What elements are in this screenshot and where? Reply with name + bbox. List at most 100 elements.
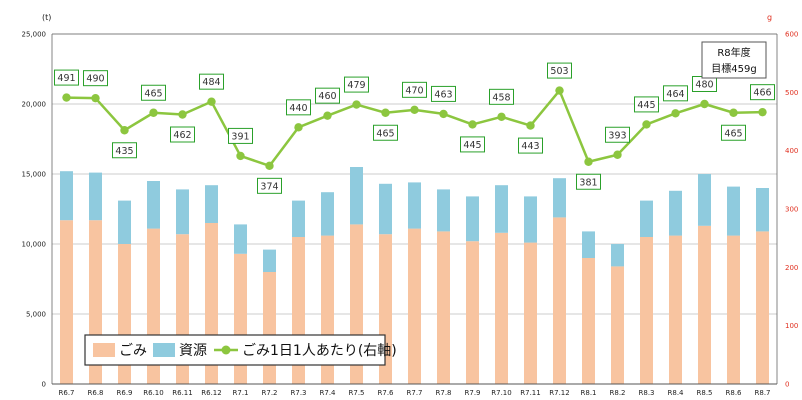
- data-label: 391: [231, 131, 249, 142]
- x-tick-label: R7.4: [320, 389, 337, 397]
- target-box-line2: 目標459g: [711, 62, 756, 75]
- line-point: [178, 110, 187, 119]
- bar-gomi: [582, 258, 595, 384]
- y-right-tick-label: 0: [785, 381, 789, 389]
- y-left-tick-label: 20,000: [22, 101, 47, 109]
- data-label-box: [112, 142, 137, 159]
- line-point: [323, 111, 332, 120]
- bar-gomi: [727, 235, 740, 384]
- data-label: 393: [608, 130, 626, 141]
- x-tick-label: R7.9: [465, 389, 481, 397]
- left-axis-unit: (t): [42, 13, 51, 22]
- x-tick-label: R6.12: [201, 389, 221, 397]
- bar-shigen: [495, 185, 508, 233]
- axes: 0 5,000 10,000 15,000 20,000 25,000 0 100 200 300…: [22, 31, 799, 398]
- bar-shigen: [756, 188, 769, 232]
- data-labels: 491 490 435 465 462 484 391 374 440 460 479 465 470 4…: [54, 62, 775, 194]
- bar-gomi: [60, 220, 73, 384]
- data-label: 464: [666, 89, 684, 100]
- data-label-box: [460, 136, 485, 153]
- data-label-box: [605, 126, 630, 143]
- line-point: [758, 107, 767, 117]
- target-box: R8年度 目標459g: [701, 41, 767, 79]
- bar-gomi: [698, 225, 711, 384]
- y-left-tick-label: 5,000: [26, 311, 46, 319]
- line-point: [526, 121, 535, 130]
- line-point: [91, 93, 100, 103]
- bar-shigen: [147, 181, 160, 229]
- x-tick-label: R7.8: [436, 389, 452, 397]
- x-tick-label: R7.6: [378, 389, 395, 397]
- y-left-tick-label: 15,000: [22, 171, 47, 179]
- data-label: 458: [492, 92, 510, 103]
- y-right-tick-label: 300: [785, 206, 798, 214]
- data-label: 503: [550, 66, 568, 77]
- bar-shigen: [437, 189, 450, 232]
- y-right-tick-label: 400: [785, 147, 798, 155]
- bar-shigen: [553, 178, 566, 218]
- data-label: 462: [173, 130, 191, 141]
- data-label-box: [141, 84, 166, 101]
- data-label: 490: [86, 74, 104, 85]
- y-left-tick-label: 0: [42, 381, 46, 389]
- x-tick-label: R8.2: [610, 389, 626, 397]
- line-point: [236, 151, 245, 161]
- bar-shigen: [408, 182, 421, 229]
- data-label: 465: [724, 128, 742, 139]
- data-label: 470: [405, 85, 423, 96]
- data-label: 374: [260, 181, 278, 192]
- bar-shigen: [263, 249, 276, 272]
- data-label: 445: [637, 100, 655, 111]
- line-point: [613, 150, 622, 159]
- x-tick-label: R6.11: [172, 389, 192, 397]
- data-label-box: [315, 87, 340, 104]
- x-tick-label: R6.7: [59, 389, 75, 397]
- data-label: 491: [57, 73, 75, 84]
- line-point: [410, 105, 419, 115]
- bar-gomi: [408, 228, 421, 384]
- line-point: [468, 120, 477, 129]
- bar-shigen: [60, 171, 73, 221]
- bar-shigen: [205, 185, 218, 223]
- legend-swatch-gomi: [93, 343, 115, 357]
- data-label-box: [721, 124, 746, 141]
- x-tick-label: R8.7: [755, 389, 771, 397]
- data-label: 484: [202, 77, 220, 88]
- legend-swatch-shigen: [153, 343, 175, 357]
- data-label: 480: [695, 80, 713, 91]
- bar-gomi: [756, 231, 769, 384]
- data-label-box: [170, 126, 195, 143]
- x-tick-label: R6.10: [143, 389, 163, 397]
- bar-shigen: [524, 196, 537, 243]
- line-point: [381, 108, 390, 117]
- x-tick-label: R6.9: [117, 389, 133, 397]
- line-point: [439, 109, 448, 119]
- bar-shigen: [379, 183, 392, 235]
- bar-shigen: [669, 190, 682, 236]
- data-label: 381: [579, 177, 597, 188]
- bar-shigen: [234, 224, 247, 254]
- x-tick-label: R7.7: [407, 389, 423, 397]
- legend-label-line: ごみ1日1人あたり(右軸): [242, 343, 397, 359]
- bar-gomi: [669, 235, 682, 384]
- line-point: [207, 97, 216, 106]
- bar-gomi: [495, 232, 508, 384]
- data-label-box: [228, 127, 253, 144]
- line-point: [497, 112, 506, 122]
- bar-shigen: [89, 172, 102, 221]
- data-label-box: [518, 137, 543, 154]
- target-box-frame: [701, 41, 767, 79]
- data-label: 479: [347, 80, 365, 91]
- y-right-tick-label: 500: [785, 89, 798, 97]
- x-tick-label: R7.11: [520, 389, 540, 397]
- bar-gomi: [437, 231, 450, 384]
- bar-gomi: [466, 241, 479, 384]
- data-label-box: [373, 124, 398, 141]
- bar-shigen: [698, 174, 711, 226]
- x-tick-label: R7.3: [291, 389, 307, 397]
- y-right-tick-label: 100: [785, 322, 798, 330]
- bar-gomi: [640, 237, 653, 384]
- x-tick-label: R7.2: [262, 389, 278, 397]
- data-label: 460: [318, 91, 336, 102]
- x-tick-label: R8.4: [668, 389, 685, 397]
